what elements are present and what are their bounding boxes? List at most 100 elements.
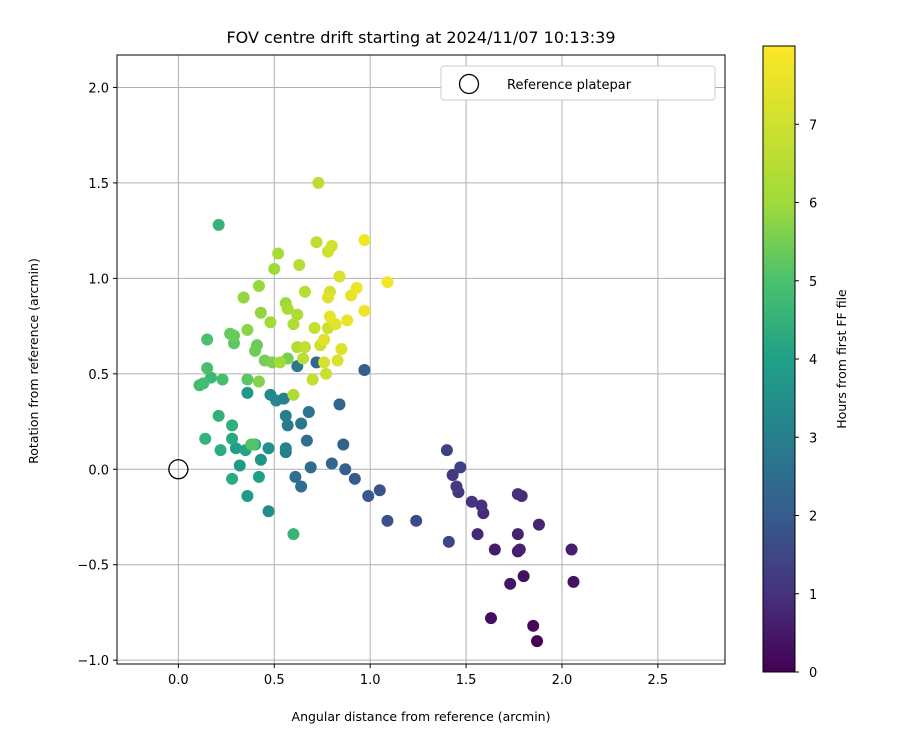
data-point	[341, 314, 354, 327]
x-tick-label: 2.0	[552, 673, 573, 688]
chart-title: FOV centre drift starting at 2024/11/07 …	[226, 28, 615, 47]
data-point	[254, 453, 267, 466]
colorbar-tick-label: 7	[809, 118, 817, 133]
data-point	[226, 472, 239, 485]
data-point	[517, 570, 530, 583]
y-tick-label: 1.5	[88, 177, 109, 192]
data-point	[264, 388, 277, 401]
colorbar-tick-label: 6	[809, 197, 817, 212]
data-point	[511, 528, 524, 541]
data-point	[450, 480, 463, 493]
data-points	[193, 176, 580, 648]
legend-label: Reference platepar	[507, 78, 632, 93]
data-point	[321, 291, 334, 304]
data-point	[291, 308, 304, 321]
axes-frame	[116, 54, 726, 665]
data-point	[298, 341, 311, 354]
data-point	[212, 409, 225, 422]
x-axis-ticks: 0.0 0.5 1.0 1.5 2.0 2.5	[168, 664, 668, 688]
data-point	[302, 406, 315, 418]
data-point	[287, 388, 300, 401]
data-point	[350, 281, 363, 294]
data-point	[199, 432, 212, 445]
data-point	[295, 480, 308, 493]
colorbar-tick-label: 5	[809, 275, 817, 290]
data-point	[348, 472, 361, 485]
y-tick-label: 2.0	[88, 81, 109, 96]
data-point	[410, 514, 423, 527]
data-point	[358, 364, 371, 376]
data-point	[471, 528, 484, 541]
legend: Reference platepar	[440, 65, 716, 101]
data-point	[312, 176, 325, 189]
data-point	[527, 619, 540, 632]
data-point	[241, 373, 254, 386]
colorbar-label: Hours from first FF file	[834, 289, 849, 429]
data-point	[233, 459, 246, 472]
data-point	[249, 344, 262, 357]
data-point	[465, 495, 478, 508]
y-axis-ticks: −1.0 −0.5 0.0 0.5 1.0 1.5 2.0	[77, 81, 117, 669]
data-point	[333, 270, 346, 283]
colorbar-tick-label: 4	[809, 353, 817, 368]
data-point	[229, 442, 242, 455]
data-point	[488, 543, 501, 556]
grid-lines	[117, 55, 725, 664]
y-tick-label: 0.5	[88, 368, 109, 383]
data-point	[226, 419, 239, 432]
data-point	[331, 354, 344, 367]
data-point	[323, 310, 336, 323]
data-point	[241, 323, 254, 336]
data-point	[227, 329, 240, 342]
data-point	[440, 444, 453, 457]
colorbar: 0 1 2 3 4 5 6 7 Hours from first FF file	[762, 45, 849, 681]
data-point	[297, 352, 310, 365]
data-point	[272, 247, 285, 260]
data-point	[325, 457, 338, 470]
data-point	[262, 505, 275, 518]
data-point	[308, 322, 321, 334]
data-point	[201, 362, 214, 375]
data-point	[247, 438, 260, 451]
data-point	[237, 291, 250, 304]
x-tick-label: 0.5	[264, 673, 285, 688]
data-point	[289, 470, 302, 483]
data-point	[281, 302, 294, 315]
data-point	[381, 514, 394, 527]
data-point	[567, 575, 580, 588]
data-point	[335, 343, 348, 355]
y-tick-label: 0.0	[88, 463, 109, 478]
data-point	[212, 218, 225, 231]
colorbar-tick-label: 3	[809, 431, 817, 446]
data-point	[216, 373, 229, 386]
data-point	[241, 490, 254, 502]
data-point	[300, 434, 313, 447]
data-point	[252, 375, 265, 388]
data-point	[241, 386, 254, 399]
data-point	[252, 470, 265, 483]
data-point	[565, 543, 578, 556]
data-point	[306, 373, 319, 386]
reference-platepar-marker	[168, 459, 189, 480]
data-point	[333, 398, 346, 411]
data-point	[339, 463, 352, 476]
y-tick-label: 1.0	[88, 272, 109, 287]
data-point	[226, 432, 239, 445]
data-point	[295, 417, 308, 430]
reference-marker	[168, 459, 189, 480]
data-point	[337, 438, 350, 451]
data-point	[358, 234, 371, 247]
data-point	[454, 461, 467, 474]
data-point	[279, 442, 292, 455]
legend-box	[440, 65, 716, 101]
data-point	[325, 239, 338, 252]
data-point	[293, 259, 306, 271]
x-tick-label: 1.5	[456, 673, 477, 688]
colorbar-ticks: 0 1 2 3 4 5 6 7	[795, 118, 817, 681]
data-point	[446, 469, 459, 481]
data-point	[254, 306, 267, 319]
data-point	[504, 577, 517, 590]
data-point	[531, 635, 544, 648]
data-point	[252, 280, 265, 292]
